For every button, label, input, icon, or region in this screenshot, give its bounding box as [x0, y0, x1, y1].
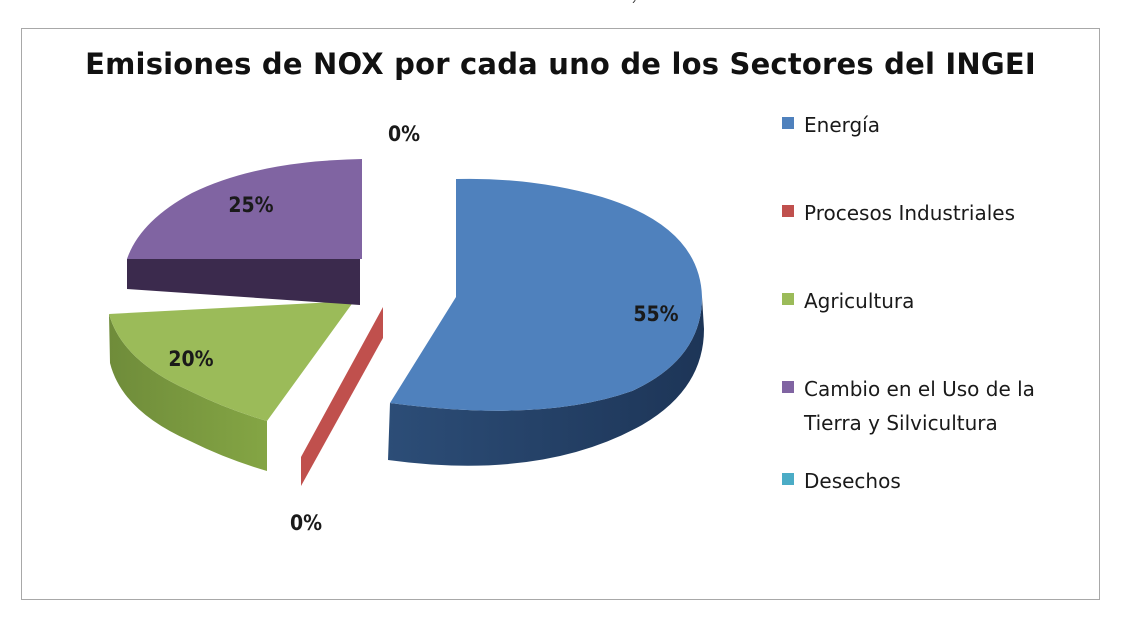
slice-energia-side: [388, 297, 704, 466]
pie-chart: 55% 0% 20% 25% 0%: [109, 122, 704, 535]
legend-swatch-desechos: [782, 473, 794, 485]
legend-item-procesos: Procesos Industriales: [782, 199, 1092, 287]
legend-label-energia: Energía: [804, 113, 880, 137]
legend-swatch-energia: [782, 117, 794, 129]
data-label-cambio-uso: 25%: [228, 193, 273, 217]
slice-procesos-side: [301, 307, 383, 486]
stray-accent-mark: ´: [630, 0, 637, 16]
legend-item-desechos: Desechos: [782, 467, 1092, 555]
legend-swatch-procesos: [782, 205, 794, 217]
slice-energia-top: [390, 178, 702, 411]
chart-title: Emisiones de NOX por cada uno de los Sec…: [85, 47, 1036, 81]
slice-agricultura-side: [109, 314, 267, 471]
data-label-energia: 55%: [633, 302, 678, 326]
chart-area: Emisiones de NOX por cada uno de los Sec…: [21, 28, 1100, 600]
legend-item-energia: Energía: [782, 111, 1092, 199]
slice-cambio-uso: [127, 159, 362, 305]
legend-item-cambio-uso: Cambio en el Uso de la Tierra y Silvicul…: [782, 375, 1092, 467]
legend-label-cambio-uso: Cambio en el Uso de la Tierra y Silvicul…: [804, 377, 1035, 435]
legend-swatch-agricultura: [782, 293, 794, 305]
data-label-procesos: 0%: [290, 511, 322, 535]
legend-label-desechos: Desechos: [804, 469, 901, 493]
slice-agricultura: [109, 301, 354, 471]
data-label-agricultura: 20%: [168, 347, 213, 371]
slice-agricultura-top: [109, 301, 354, 421]
legend-item-agricultura: Agricultura: [782, 287, 1092, 375]
legend-swatch-cambio-uso: [782, 381, 794, 393]
data-label-desechos: 0%: [388, 122, 420, 146]
legend: Energía Procesos Industriales Agricultur…: [782, 111, 1092, 555]
slice-procesos: [301, 307, 383, 486]
legend-label-procesos: Procesos Industriales: [804, 201, 1015, 225]
slice-energia: [388, 178, 704, 466]
slice-cambio-uso-top: [127, 159, 362, 259]
slice-cambio-uso-side: [127, 257, 360, 305]
legend-label-agricultura: Agricultura: [804, 289, 915, 313]
